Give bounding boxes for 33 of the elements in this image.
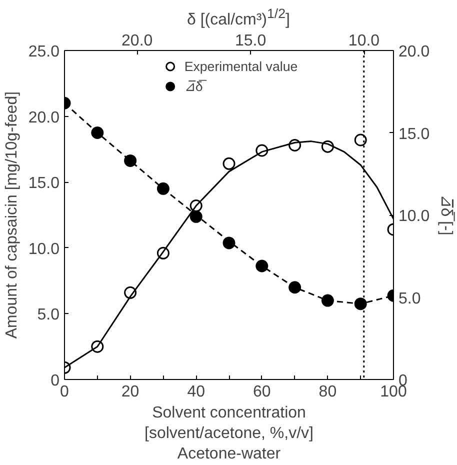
point <box>321 294 334 307</box>
y-tick-label: 0 <box>50 372 60 390</box>
x-tick-label: 60 <box>253 384 271 400</box>
x2-axis-title: δ [(cal/cm³)$^{1/2}$] <box>187 5 290 30</box>
legend-label: ⊿̅δ̅ <box>184 78 204 94</box>
y-tick-label: 15.0 <box>28 175 60 192</box>
point <box>256 260 268 272</box>
y2-tick-label: 10.0 <box>398 208 430 225</box>
y2-tick-label: 15.0 <box>398 126 430 143</box>
point <box>222 157 236 170</box>
point <box>91 126 104 139</box>
y2-tick-label: 5.0 <box>398 290 421 308</box>
legend-label: Experimental value <box>184 58 298 74</box>
y2-tick-label: 20.0 <box>398 44 430 60</box>
x-tick-label: 40 <box>187 384 206 400</box>
point <box>190 210 202 223</box>
point <box>222 236 236 250</box>
y-axis-title: Amount of capsaicin [mg/10g-feed] <box>3 91 20 339</box>
x-axis-title: Solvent concentration [solvent/acetone, %,v/v] Acetone-water <box>144 404 314 462</box>
y-tick-label: 20.0 <box>28 109 60 126</box>
x2-tick-label: 20.0 <box>122 32 153 50</box>
y-tick-label: 5.0 <box>37 306 60 324</box>
y-tick-label: 10.0 <box>28 240 60 258</box>
point <box>288 281 302 294</box>
x2-tick-label: 15.0 <box>234 32 266 50</box>
y2-axis-title: ⊿̅δ̅ [-] <box>438 194 456 236</box>
x2-tick-label: 10.0 <box>348 32 380 50</box>
x-tick-label: 20 <box>121 384 140 400</box>
x-tick-label: 80 <box>318 384 337 400</box>
point <box>354 134 367 146</box>
y-tick-label: 25.0 <box>28 44 60 60</box>
point <box>156 182 170 195</box>
point <box>124 154 137 167</box>
